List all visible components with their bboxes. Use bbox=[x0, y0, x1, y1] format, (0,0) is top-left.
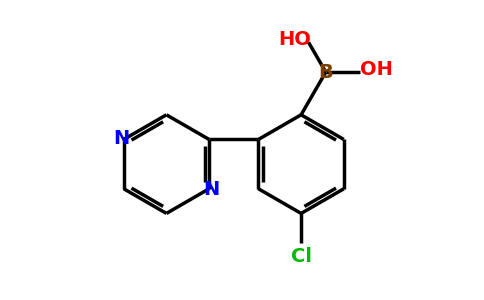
Text: Cl: Cl bbox=[290, 247, 312, 266]
Text: OH: OH bbox=[360, 60, 393, 79]
Text: N: N bbox=[203, 180, 220, 199]
Text: N: N bbox=[113, 129, 129, 148]
Text: B: B bbox=[318, 63, 333, 82]
Text: HO: HO bbox=[278, 30, 311, 49]
